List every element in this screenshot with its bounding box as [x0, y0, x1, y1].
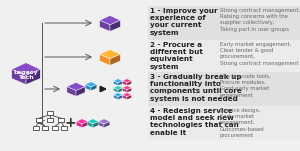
Polygon shape [98, 122, 104, 128]
Text: Early market engagement,
Clear tender & good
procurement,
Strong contract manage: Early market engagement, Clear tender & … [220, 42, 298, 66]
Polygon shape [100, 54, 110, 65]
Polygon shape [122, 86, 132, 90]
Polygon shape [91, 85, 97, 91]
Polygon shape [87, 119, 99, 124]
Polygon shape [12, 63, 40, 75]
Text: +: + [64, 116, 76, 130]
FancyBboxPatch shape [61, 126, 68, 130]
Polygon shape [118, 81, 123, 86]
Polygon shape [127, 81, 132, 86]
Text: 2 - Procure a
different but
equivalent
system: 2 - Procure a different but equivalent s… [150, 42, 203, 70]
Polygon shape [100, 20, 110, 31]
Polygon shape [110, 20, 120, 31]
Polygon shape [76, 87, 85, 96]
FancyBboxPatch shape [46, 111, 53, 115]
Polygon shape [113, 93, 123, 97]
Polygon shape [113, 88, 118, 93]
Polygon shape [113, 79, 123, 83]
Polygon shape [127, 88, 132, 93]
Polygon shape [127, 95, 132, 100]
Polygon shape [67, 87, 76, 96]
Text: Use low-code tools,
Procure modules,
Good early market
engagement: Use low-code tools, Procure modules, Goo… [220, 74, 271, 98]
Polygon shape [100, 50, 120, 59]
Text: Legacy
Tech: Legacy Tech [14, 70, 38, 80]
Polygon shape [93, 122, 99, 128]
FancyBboxPatch shape [52, 126, 58, 130]
Polygon shape [104, 122, 110, 128]
Polygon shape [76, 119, 88, 124]
Polygon shape [113, 81, 118, 86]
Text: Strong contract management,
Raising concerns with the
supplier collectively,
Tak: Strong contract management, Raising conc… [220, 8, 300, 32]
FancyBboxPatch shape [58, 118, 64, 122]
Polygon shape [122, 88, 127, 93]
Polygon shape [118, 88, 123, 93]
Polygon shape [82, 122, 88, 128]
Polygon shape [87, 122, 93, 128]
FancyBboxPatch shape [42, 126, 48, 130]
Polygon shape [67, 82, 85, 91]
Text: 3 - Gradually break up
functionality into
components until core
system is not ne: 3 - Gradually break up functionality int… [150, 74, 242, 102]
Bar [148, 72, 300, 106]
Polygon shape [122, 95, 127, 100]
Polygon shape [113, 95, 118, 100]
Polygon shape [122, 79, 132, 83]
FancyBboxPatch shape [36, 118, 42, 122]
Polygon shape [113, 86, 123, 90]
FancyBboxPatch shape [46, 118, 53, 122]
Text: 1 - Improve your
experience of
your current
system: 1 - Improve your experience of your curr… [150, 8, 218, 36]
Polygon shape [26, 69, 40, 85]
Polygon shape [12, 69, 26, 85]
Polygon shape [110, 54, 120, 65]
Polygon shape [76, 122, 82, 128]
Polygon shape [118, 95, 123, 100]
Text: Service design,
Early market
engagement,
Outcomes-based
procurement: Service design, Early market engagement,… [220, 108, 265, 138]
Polygon shape [100, 16, 120, 25]
Bar [148, 40, 300, 74]
Bar [148, 6, 300, 40]
FancyBboxPatch shape [33, 126, 39, 130]
Polygon shape [85, 82, 97, 87]
Text: 4 - Redesign service
model and seek new
technologies that can
enable it: 4 - Redesign service model and seek new … [150, 108, 239, 136]
Polygon shape [98, 119, 110, 124]
Polygon shape [122, 93, 132, 97]
Bar [148, 106, 300, 140]
Polygon shape [122, 81, 127, 86]
Polygon shape [85, 85, 91, 91]
